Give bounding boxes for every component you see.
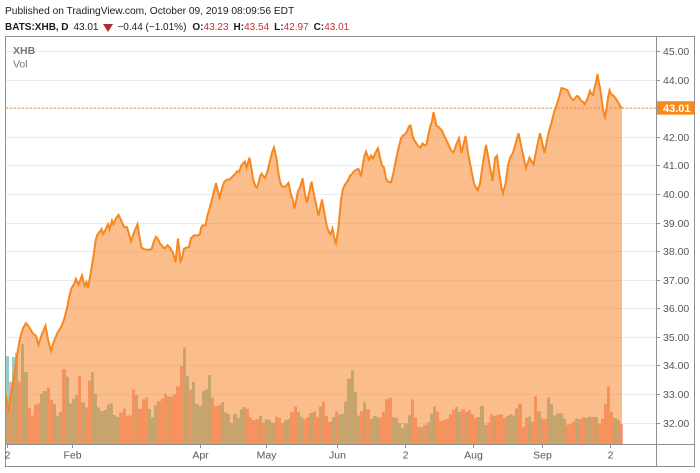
legend-symbol: XHB: [13, 45, 36, 57]
legend-indicator: Vol: [13, 59, 28, 71]
interval-label: D: [61, 21, 69, 33]
price-volume-chart: 45.00 44.00 42.00 41.00 40.00 39.00 38.00 37.00…: [5, 36, 695, 467]
price-axis-label: 35.00: [663, 332, 689, 344]
time-axis-label: May: [257, 450, 278, 462]
down-triangle-icon: [102, 23, 113, 32]
ohlc-values: O: 43.23 H: 43.54 L: 42.97 C: 43.01: [192, 22, 349, 34]
price-axis-label: 33.00: [663, 389, 689, 401]
price-line: [5, 73, 623, 413]
price-axis-label: 45.00: [663, 46, 689, 58]
chart-area[interactable]: 45.00 44.00 42.00 41.00 40.00 39.00 38.00 37.00…: [5, 36, 695, 467]
time-axis-label: 2: [5, 450, 11, 462]
price-axis-label: 34.00: [663, 360, 689, 372]
symbol-status-line: BATS:XHB, D 43.01 −0.44 (−1.01%) O: 43.23…: [5, 22, 349, 34]
price-axis-label: 38.00: [663, 246, 689, 258]
published-line: Published on TradingView.com, October 09…: [5, 6, 295, 17]
symbol-name: BATS:XHB,: [5, 21, 59, 33]
ohlc-label: H:: [233, 21, 245, 33]
ohlc-label: O:: [192, 21, 204, 33]
ohlc-value: 42.97: [283, 21, 309, 33]
time-axis-label: Feb: [63, 450, 81, 462]
time-axis-label: Jun: [329, 450, 346, 462]
ohlc-value: 43.54: [244, 21, 270, 33]
time-axis-label: Apr: [192, 450, 209, 462]
time-axis-label: 2: [403, 450, 409, 462]
ohlc-value: 43.01: [324, 21, 350, 33]
last-price-tag-text: 43.01: [663, 103, 691, 115]
price-axis-label: 42.00: [663, 132, 689, 144]
price-axis-label: 44.00: [663, 75, 689, 87]
price-change: −0.44 (−1.01%): [117, 21, 187, 33]
price-axis-label: 40.00: [663, 189, 689, 201]
price-axis-label: 37.00: [663, 275, 689, 287]
price-axis-label: 39.00: [663, 218, 689, 230]
chart-border: [5, 36, 695, 467]
time-axis-label: Sep: [533, 450, 552, 462]
last-price: 43.01: [73, 21, 99, 33]
last-price-tag: [657, 101, 695, 115]
price-axis-label: 32.00: [663, 418, 689, 430]
price-axis-label: 41.00: [663, 160, 689, 172]
time-axis-label: 2: [608, 450, 614, 462]
time-axis-label: Aug: [464, 450, 483, 462]
ohlc-label: L:: [274, 21, 284, 33]
price-axis-label: 36.00: [663, 303, 689, 315]
price-area-fill: [6, 74, 622, 444]
ohlc-value: 43.23: [203, 21, 229, 33]
ohlc-label: C:: [313, 21, 325, 33]
